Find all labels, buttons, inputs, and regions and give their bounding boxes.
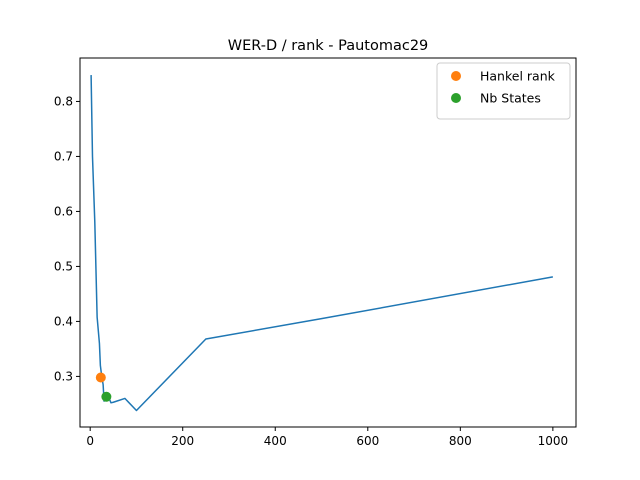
axis-layer: 0 200 400 600 800 1000 0.3 0.4 0.5 0.6 0.7 0.8 bbox=[54, 94, 568, 448]
nb-states-point bbox=[101, 391, 112, 402]
x-tick-label: 400 bbox=[264, 434, 287, 448]
x-tick-label: 800 bbox=[449, 434, 472, 448]
x-tick-label: 600 bbox=[356, 434, 379, 448]
plot-frame bbox=[79, 57, 577, 428]
legend-label-hankel-rank: Hankel rank bbox=[480, 69, 556, 84]
y-tick-label: 0.4 bbox=[54, 314, 73, 328]
legend-marker-hankel-rank bbox=[451, 71, 461, 81]
x-tick-label: 200 bbox=[171, 434, 194, 448]
x-tick-label: 1000 bbox=[538, 434, 569, 448]
y-tick-label: 0.6 bbox=[54, 204, 73, 218]
legend: Hankel rank Nb States bbox=[436, 62, 571, 120]
legend-box bbox=[436, 62, 571, 120]
y-tick-label: 0.3 bbox=[54, 369, 73, 383]
legend-label-nb-states: Nb States bbox=[480, 91, 541, 106]
series-layer bbox=[90, 75, 554, 412]
y-tick-label: 0.5 bbox=[54, 259, 73, 273]
y-tick-label: 0.8 bbox=[54, 94, 73, 108]
legend-marker-nb-states bbox=[451, 93, 461, 103]
hankel-rank-point bbox=[95, 372, 106, 383]
x-tick-label: 0 bbox=[86, 434, 94, 448]
y-tick-label: 0.7 bbox=[54, 149, 73, 163]
chart-title: WER-D / rank - Pautomac29 bbox=[228, 38, 429, 54]
